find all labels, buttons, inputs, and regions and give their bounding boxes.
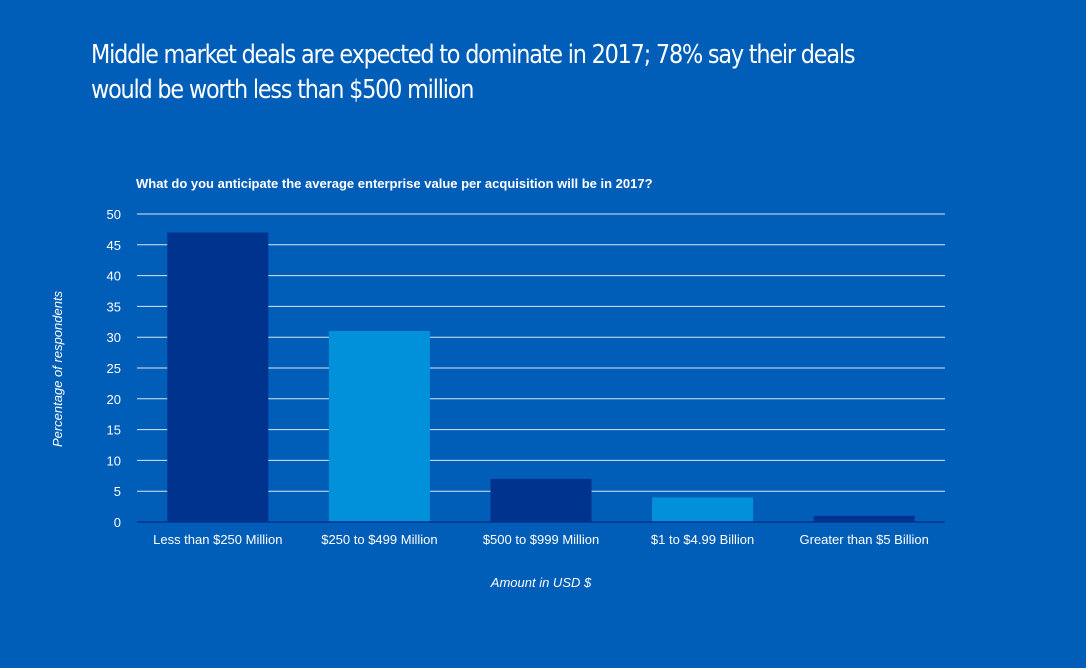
chart-title: What do you anticipate the average enter… [136,176,653,191]
y-tick-label: 50 [107,207,121,222]
page-title: Middle market deals are expected to domi… [91,40,855,105]
x-tick-label: $1 to $4.99 Billion [651,532,754,547]
y-tick-label: 20 [107,392,121,407]
x-axis-ticks: Less than $250 Million $250 to $499 Milli… [153,532,929,547]
bar [328,331,430,522]
bar [490,478,592,522]
y-tick-label: 5 [114,484,121,499]
chart-gridlines [137,213,945,492]
y-tick-label: 35 [107,299,121,314]
y-tick-label: 30 [107,330,121,345]
bar [813,515,915,522]
x-axis-label: Amount in USD $ [490,575,592,590]
bar [652,497,754,522]
bar [167,232,269,523]
chart-bars [167,232,915,523]
y-tick-label: 45 [107,238,121,253]
y-tick-label: 0 [114,515,121,530]
y-axis-ticks: 0 5 10 15 20 25 30 35 40 45 50 [107,207,121,530]
x-tick-label: $500 to $999 Million [483,532,599,547]
x-tick-label: $250 to $499 Million [321,532,437,547]
x-tick-label: Less than $250 Million [153,532,282,547]
y-tick-label: 25 [107,361,121,376]
y-tick-label: 40 [107,269,121,284]
y-tick-label: 10 [107,453,121,468]
y-tick-label: 15 [107,423,121,438]
x-tick-label: Greater than $5 Billion [800,532,929,547]
y-axis-label: Percentage of respondents [50,290,65,447]
